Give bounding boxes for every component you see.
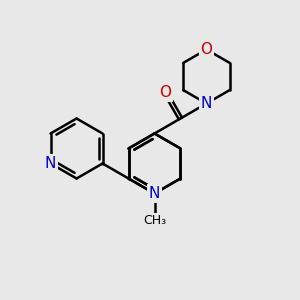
Text: O: O <box>160 85 172 100</box>
Text: CH₃: CH₃ <box>143 214 166 227</box>
Text: N: N <box>149 186 160 201</box>
Text: N: N <box>201 96 212 111</box>
Text: O: O <box>200 42 212 57</box>
Text: N: N <box>45 156 56 171</box>
